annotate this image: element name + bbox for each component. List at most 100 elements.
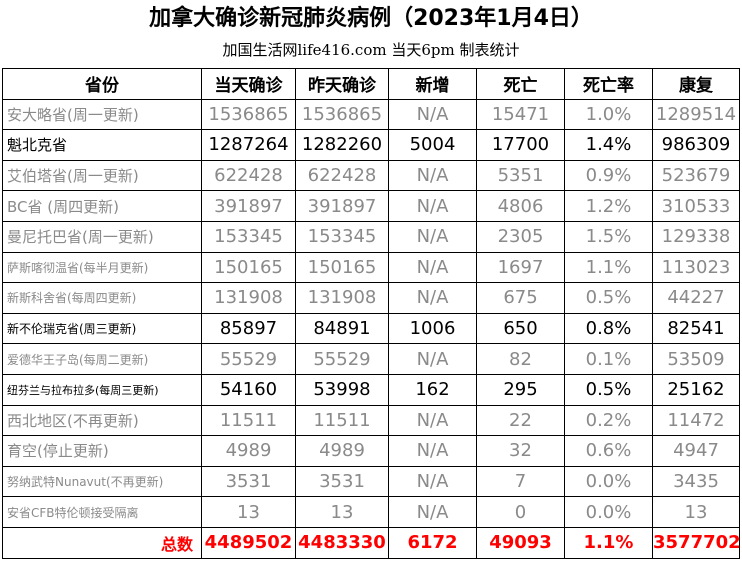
cell-province: 萨斯喀彻温省(每半月更新): [2, 251, 202, 284]
cell-today: 1287264: [201, 129, 296, 161]
cell-yesterday: 4989: [295, 435, 389, 467]
cell-today: 131908: [201, 282, 296, 314]
cell-new: N/A: [388, 220, 477, 253]
table-row: BC省 (周四更新) 391897 391897 N/A 4806 1.2% 310533: [2, 190, 740, 222]
cell-province: 纽芬兰与拉布拉多(每周三更新): [2, 373, 202, 406]
cell-new: N/A: [388, 404, 477, 437]
cell-new: N/A: [388, 98, 477, 131]
cell-deaths: 7: [476, 465, 565, 498]
cell-province: 育空(停止更新): [2, 435, 202, 467]
total-row: 总数 4489502 4483330 6172 49093 1.1% 35777…: [2, 526, 740, 559]
cell-new: N/A: [388, 251, 477, 284]
cell-new: 5004: [388, 129, 477, 161]
header-new: 新增: [388, 68, 477, 100]
header-deaths: 死亡: [476, 68, 565, 100]
table-body: 安大略省(周一更新) 1536865 1536865 N/A 15471 1.0% 1289…: [2, 98, 740, 528]
cell-recovered: 523679: [652, 159, 740, 192]
cell-province: 新不伦瑞克省(周三更新): [2, 312, 202, 345]
cell-deaths: 1697: [476, 251, 565, 284]
cell-province: 艾伯塔省(周一更新): [2, 159, 202, 192]
header-today: 当天确诊: [201, 68, 296, 100]
cell-province: 爱德华王子岛(每周二更新): [2, 343, 202, 375]
cell-province: 西北地区(不再更新): [2, 404, 202, 437]
header-province: 省份: [2, 68, 202, 100]
cell-deaths: 675: [476, 282, 565, 314]
cell-province: 安大略省(周一更新): [2, 98, 202, 131]
cell-recovered: 1289514: [652, 98, 740, 131]
cell-province: 曼尼托巴省(周一更新): [2, 220, 202, 253]
cell-yesterday: 3531: [295, 465, 389, 498]
cell-deaths: 82: [476, 343, 565, 375]
cell-recovered: 4947: [652, 435, 740, 467]
total-new: 6172: [388, 526, 477, 559]
table-row: 萨斯喀彻温省(每半月更新) 150165 150165 N/A 1697 1.1% 1130…: [2, 251, 740, 284]
table-row: 安省CFB特伦顿接受隔离 13 13 N/A 0 0.0% 13: [2, 496, 740, 528]
cell-yesterday: 1282260: [295, 129, 389, 161]
cell-recovered: 3435: [652, 465, 740, 498]
cell-today: 54160: [201, 373, 296, 406]
cell-new: N/A: [388, 343, 477, 375]
cell-death-rate: 1.2%: [564, 190, 653, 222]
cell-yesterday: 131908: [295, 282, 389, 314]
cell-today: 4989: [201, 435, 296, 467]
table-row: 艾伯塔省(周一更新) 622428 622428 N/A 5351 0.9% 523679: [2, 159, 740, 192]
cell-new: N/A: [388, 282, 477, 314]
total-recovered: 3577702: [652, 526, 740, 559]
cell-new: N/A: [388, 496, 477, 528]
cell-today: 153345: [201, 220, 296, 253]
cell-deaths: 5351: [476, 159, 565, 192]
cell-today: 391897: [201, 190, 296, 222]
cell-today: 150165: [201, 251, 296, 284]
cell-yesterday: 84891: [295, 312, 389, 345]
page-subtitle: 加国生活网life416.com 当天6pm 制表统计: [222, 41, 520, 59]
cell-today: 1536865: [201, 98, 296, 131]
cell-today: 11511: [201, 404, 296, 437]
cell-new: 1006: [388, 312, 477, 345]
cell-deaths: 32: [476, 435, 565, 467]
cell-death-rate: 0.0%: [564, 496, 653, 528]
cell-death-rate: 1.4%: [564, 129, 653, 161]
total-death-rate: 1.1%: [564, 526, 653, 559]
cell-province: 新斯科舍省(每周四更新): [2, 282, 202, 314]
table-header-row: 省份 当天确诊 昨天确诊 新增 死亡 死亡率 康复: [2, 68, 740, 100]
cell-deaths: 295: [476, 373, 565, 406]
cell-yesterday: 13: [295, 496, 389, 528]
total-today: 4489502: [201, 526, 296, 559]
cell-today: 85897: [201, 312, 296, 345]
cell-yesterday: 53998: [295, 373, 389, 406]
cell-yesterday: 11511: [295, 404, 389, 437]
cell-yesterday: 622428: [295, 159, 389, 192]
cell-deaths: 2305: [476, 220, 565, 253]
cell-death-rate: 1.0%: [564, 98, 653, 131]
cell-new: N/A: [388, 435, 477, 467]
cell-deaths: 15471: [476, 98, 565, 131]
table-row: 爱德华王子岛(每周二更新) 55529 55529 N/A 82 0.1% 53509: [2, 343, 740, 375]
cell-yesterday: 391897: [295, 190, 389, 222]
cell-today: 622428: [201, 159, 296, 192]
cell-deaths: 0: [476, 496, 565, 528]
cell-death-rate: 0.5%: [564, 282, 653, 314]
cell-death-rate: 0.0%: [564, 465, 653, 498]
cell-province: 安省CFB特伦顿接受隔离: [2, 496, 202, 528]
table-row: 西北地区(不再更新) 11511 11511 N/A 22 0.2% 11472: [2, 404, 740, 437]
cell-death-rate: 0.2%: [564, 404, 653, 437]
cell-province: 魁北克省: [2, 129, 202, 161]
cell-province: BC省 (周四更新): [2, 190, 202, 222]
cell-today: 55529: [201, 343, 296, 375]
header-recovered: 康复: [652, 68, 740, 100]
cell-deaths: 650: [476, 312, 565, 345]
cell-new: 162: [388, 373, 477, 406]
cell-yesterday: 55529: [295, 343, 389, 375]
cell-death-rate: 0.8%: [564, 312, 653, 345]
cell-recovered: 113023: [652, 251, 740, 284]
cell-recovered: 25162: [652, 373, 740, 406]
cell-today: 3531: [201, 465, 296, 498]
table-row: 魁北克省 1287264 1282260 5004 17700 1.4% 986309: [2, 129, 740, 161]
cell-death-rate: 0.5%: [564, 373, 653, 406]
table-row: 新斯科舍省(每周四更新) 131908 131908 N/A 675 0.5% 44227: [2, 282, 740, 314]
cell-death-rate: 0.6%: [564, 435, 653, 467]
cell-recovered: 129338: [652, 220, 740, 253]
cell-yesterday: 1536865: [295, 98, 389, 131]
cell-today: 13: [201, 496, 296, 528]
cell-yesterday: 150165: [295, 251, 389, 284]
